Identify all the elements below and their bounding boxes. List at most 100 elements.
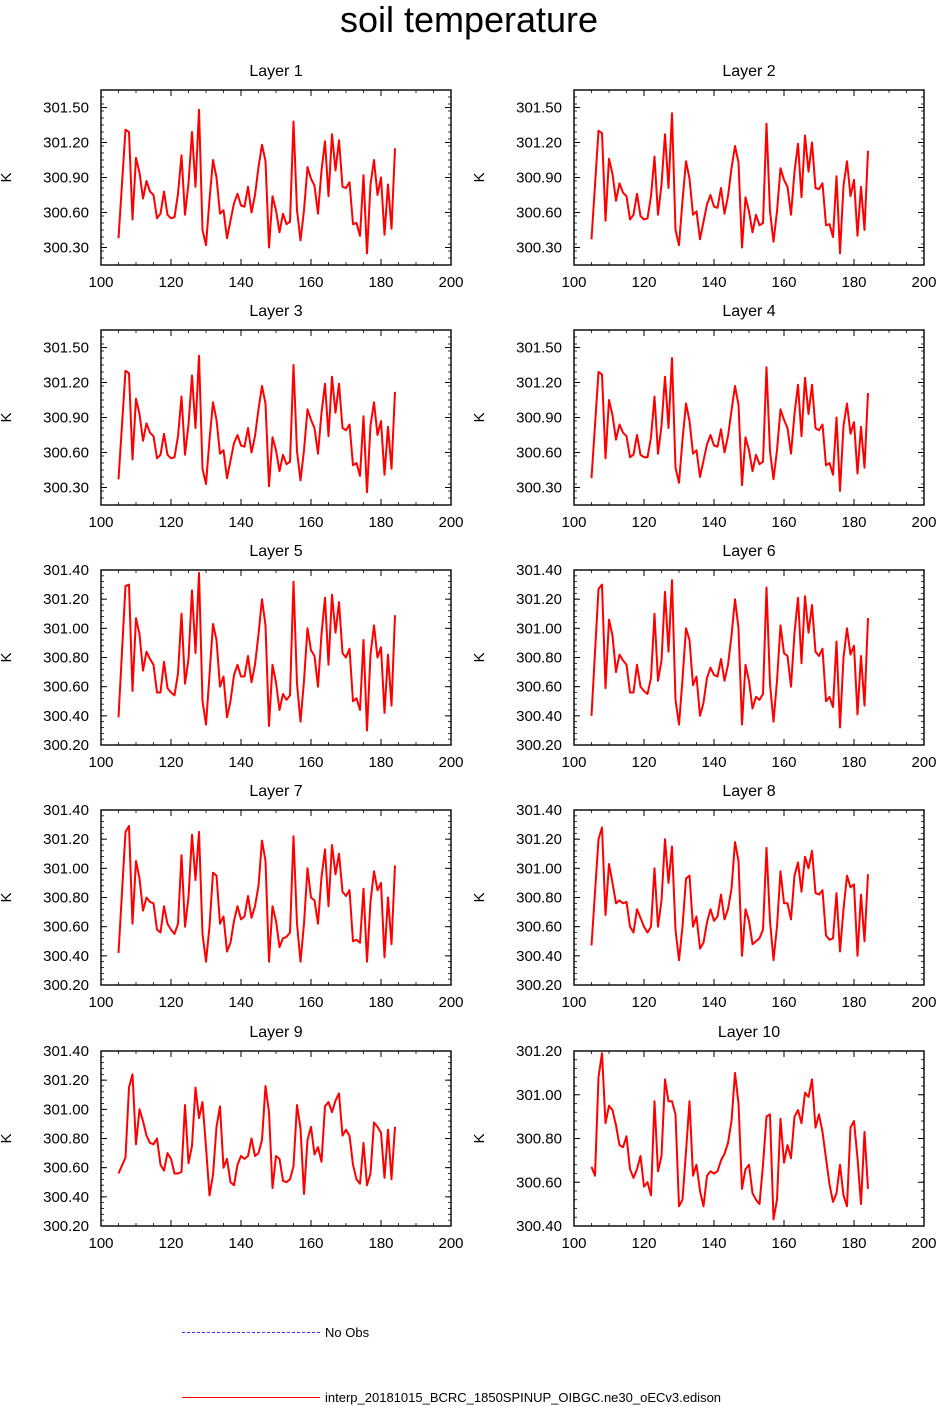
x-tick-label: 100 xyxy=(88,754,113,771)
y-tick-label: 301.20 xyxy=(516,591,562,608)
x-tick-label: 100 xyxy=(561,514,586,531)
x-tick-label: 140 xyxy=(228,1235,253,1252)
legend-obs-label: No Obs xyxy=(325,1325,370,1340)
y-tick-label: 301.00 xyxy=(43,860,89,877)
x-tick-label: 140 xyxy=(228,514,253,531)
x-tick-label: 160 xyxy=(298,514,323,531)
y-tick-label: 300.40 xyxy=(43,1189,89,1206)
y-tick-label: 301.00 xyxy=(43,1101,89,1118)
x-tick-label: 200 xyxy=(911,994,936,1011)
x-tick-label: 160 xyxy=(771,994,796,1011)
x-tick-label: 180 xyxy=(841,994,866,1011)
legend-model: interp_20181015_BCRC_1850SPINUP_OIBGC.ne… xyxy=(182,1390,782,1406)
x-tick-label: 140 xyxy=(701,994,726,1011)
y-tick-label: 300.60 xyxy=(516,679,562,696)
y-tick-label: 301.20 xyxy=(516,831,562,848)
y-axis-label: K xyxy=(471,892,488,902)
x-tick-label: 140 xyxy=(228,994,253,1011)
x-tick-label: 160 xyxy=(771,1235,796,1252)
panel-8: Layer 8 100 120 140 160 180 200 300.20 300.40 300… xyxy=(471,783,937,1011)
x-tick-label: 200 xyxy=(911,514,936,531)
x-tick-label: 100 xyxy=(561,754,586,771)
panel-title: Layer 9 xyxy=(249,1024,302,1041)
y-tick-label: 300.80 xyxy=(43,890,89,907)
panel-6: Layer 6 100 120 140 160 180 200 300.20 300.40 300… xyxy=(471,543,937,771)
panel-title: Layer 10 xyxy=(718,1024,780,1041)
series-line-1 xyxy=(117,1073,396,1197)
plot-frame xyxy=(573,329,925,506)
y-tick-label: 301.00 xyxy=(516,860,562,877)
x-tick-label: 200 xyxy=(911,1235,936,1252)
y-tick-label: 301.20 xyxy=(43,1072,89,1089)
panel-title: Layer 6 xyxy=(722,543,775,560)
plot-frame xyxy=(100,329,452,506)
y-tick-label: 301.20 xyxy=(516,135,562,152)
x-tick-label: 100 xyxy=(88,514,113,531)
y-tick-label: 300.60 xyxy=(516,919,562,936)
y-axis-label: K xyxy=(0,1133,15,1143)
panel-title: Layer 3 xyxy=(249,303,302,320)
panel-title: Layer 8 xyxy=(722,783,775,800)
x-tick-label: 200 xyxy=(438,1235,463,1252)
x-tick-label: 160 xyxy=(771,754,796,771)
plot-frame xyxy=(100,809,452,986)
y-axis-label: K xyxy=(0,892,15,902)
series-line-1 xyxy=(117,571,396,732)
panel-1: Layer 1 100 120 140 160 180 200 300.30 300.60 300… xyxy=(0,63,464,291)
y-tick-label: 300.60 xyxy=(43,1160,89,1177)
x-tick-label: 120 xyxy=(158,514,183,531)
x-tick-label: 120 xyxy=(631,514,656,531)
x-tick-label: 120 xyxy=(631,754,656,771)
y-axis-label: K xyxy=(471,652,488,662)
y-tick-label: 301.20 xyxy=(516,1043,562,1060)
x-tick-label: 200 xyxy=(438,754,463,771)
series-line-1 xyxy=(117,825,396,963)
x-tick-label: 160 xyxy=(298,994,323,1011)
x-tick-label: 180 xyxy=(841,1235,866,1252)
x-tick-label: 200 xyxy=(438,514,463,531)
panel-9: Layer 9 100 120 140 160 180 200 300.20 300.40 300… xyxy=(0,1024,464,1252)
y-tick-label: 300.80 xyxy=(516,890,562,907)
y-tick-label: 301.40 xyxy=(43,562,89,579)
x-tick-label: 120 xyxy=(631,1235,656,1252)
x-tick-label: 200 xyxy=(911,274,936,291)
plot-frame xyxy=(573,809,925,986)
x-tick-label: 180 xyxy=(368,1235,393,1252)
x-tick-label: 120 xyxy=(631,994,656,1011)
series-line-1 xyxy=(590,357,869,492)
y-tick-label: 301.00 xyxy=(516,1087,562,1104)
x-tick-label: 160 xyxy=(298,754,323,771)
y-tick-label: 300.60 xyxy=(43,205,89,222)
x-tick-label: 180 xyxy=(368,514,393,531)
x-tick-label: 120 xyxy=(158,274,183,291)
x-tick-label: 180 xyxy=(841,274,866,291)
legend-obs: No Obs xyxy=(182,1325,482,1341)
y-axis-label: K xyxy=(471,172,488,182)
x-tick-label: 180 xyxy=(368,994,393,1011)
plot-frame xyxy=(100,569,452,746)
panel-7: Layer 7 100 120 140 160 180 200 300.20 300.40 300… xyxy=(0,783,464,1011)
legend-model-label: interp_20181015_BCRC_1850SPINUP_OIBGC.ne… xyxy=(325,1390,722,1405)
y-tick-label: 300.60 xyxy=(516,1174,562,1191)
y-tick-label: 300.40 xyxy=(516,948,562,965)
y-tick-label: 301.50 xyxy=(43,340,89,357)
panel-title: Layer 7 xyxy=(249,783,302,800)
x-tick-label: 160 xyxy=(771,514,796,531)
y-axis-label: K xyxy=(0,412,15,422)
x-tick-label: 140 xyxy=(701,754,726,771)
y-axis-label: K xyxy=(471,1133,488,1143)
y-tick-label: 300.60 xyxy=(43,919,89,936)
y-tick-label: 300.20 xyxy=(43,977,89,994)
x-tick-label: 140 xyxy=(701,514,726,531)
y-tick-label: 301.40 xyxy=(43,802,89,819)
y-tick-label: 301.40 xyxy=(516,802,562,819)
panel-4: Layer 4 100 120 140 160 180 200 300.30 300.60 300… xyxy=(471,303,937,531)
y-tick-label: 300.20 xyxy=(516,977,562,994)
y-tick-label: 300.90 xyxy=(516,170,562,187)
y-tick-label: 301.20 xyxy=(43,591,89,608)
y-tick-label: 300.30 xyxy=(516,240,562,257)
series-line-1 xyxy=(117,108,396,255)
x-tick-label: 140 xyxy=(228,754,253,771)
x-tick-label: 200 xyxy=(911,754,936,771)
